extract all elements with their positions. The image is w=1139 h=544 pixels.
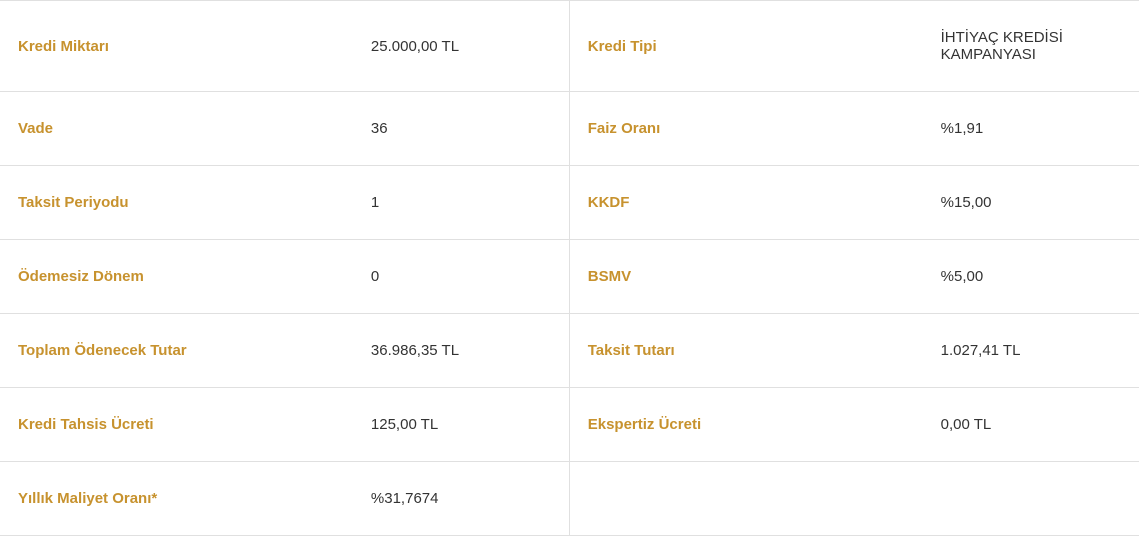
label-vade: Vade bbox=[0, 92, 353, 166]
table-row: Toplam Ödenecek Tutar 36.986,35 TL Taksi… bbox=[0, 314, 1139, 388]
label-ekspertiz-ucreti: Ekspertiz Ücreti bbox=[570, 388, 923, 462]
table-row: Taksit Periyodu 1 KKDF %15,00 bbox=[0, 166, 1139, 240]
table-row: Ödemesiz Dönem 0 BSMV %5,00 bbox=[0, 240, 1139, 314]
label-odemesiz-donem: Ödemesiz Dönem bbox=[0, 240, 353, 314]
value-yillik-maliyet-orani: %31,7674 bbox=[353, 462, 569, 536]
value-faiz-orani: %1,91 bbox=[923, 92, 1139, 166]
label-toplam-odenecek: Toplam Ödenecek Tutar bbox=[0, 314, 353, 388]
label-taksit-periyodu: Taksit Periyodu bbox=[0, 166, 353, 240]
value-taksit-periyodu: 1 bbox=[353, 166, 569, 240]
label-yillik-maliyet-orani: Yıllık Maliyet Oranı* bbox=[0, 462, 353, 536]
value-ekspertiz-ucreti: 0,00 TL bbox=[923, 388, 1139, 462]
label-kredi-tahsis-ucreti: Kredi Tahsis Ücreti bbox=[0, 388, 353, 462]
value-kkdf: %15,00 bbox=[923, 166, 1139, 240]
value-toplam-odenecek: 36.986,35 TL bbox=[353, 314, 569, 388]
table-row: Vade 36 Faiz Oranı %1,91 bbox=[0, 92, 1139, 166]
label-kredi-tipi: Kredi Tipi bbox=[570, 1, 923, 92]
table-row: Kredi Miktarı 25.000,00 TL Kredi Tipi İH… bbox=[0, 1, 1139, 92]
value-empty bbox=[923, 462, 1139, 536]
table-row: Kredi Tahsis Ücreti 125,00 TL Ekspertiz … bbox=[0, 388, 1139, 462]
value-bsmv: %5,00 bbox=[923, 240, 1139, 314]
value-vade: 36 bbox=[353, 92, 569, 166]
label-taksit-tutari: Taksit Tutarı bbox=[570, 314, 923, 388]
label-kkdf: KKDF bbox=[570, 166, 923, 240]
credit-table-body: Kredi Miktarı 25.000,00 TL Kredi Tipi İH… bbox=[0, 1, 1139, 536]
value-odemesiz-donem: 0 bbox=[353, 240, 569, 314]
table-row: Yıllık Maliyet Oranı* %31,7674 bbox=[0, 462, 1139, 536]
value-kredi-tipi: İHTİYAÇ KREDİSİ KAMPANYASI bbox=[923, 1, 1139, 92]
label-faiz-orani: Faiz Oranı bbox=[570, 92, 923, 166]
credit-details-table: Kredi Miktarı 25.000,00 TL Kredi Tipi İH… bbox=[0, 0, 1139, 536]
label-empty bbox=[570, 462, 923, 536]
value-taksit-tutari: 1.027,41 TL bbox=[923, 314, 1139, 388]
label-bsmv: BSMV bbox=[570, 240, 923, 314]
label-kredi-miktari: Kredi Miktarı bbox=[0, 1, 353, 92]
value-kredi-tahsis-ucreti: 125,00 TL bbox=[353, 388, 569, 462]
value-kredi-miktari: 25.000,00 TL bbox=[353, 1, 569, 92]
